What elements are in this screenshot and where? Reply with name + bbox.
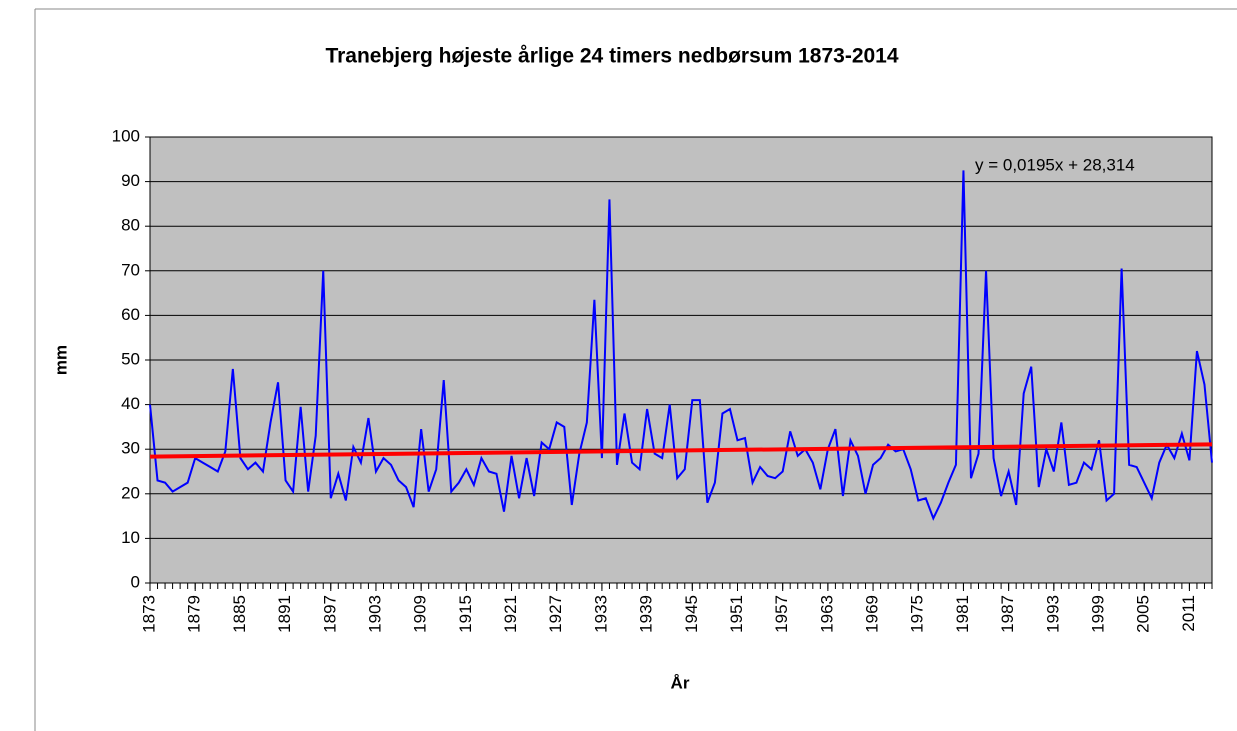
x-tick-label: 1921 (501, 595, 520, 633)
trendline (149, 442, 1213, 459)
x-tick-label: 1915 (456, 595, 475, 633)
x-tick-label: 1987 (998, 595, 1017, 633)
y-tick-label: 60 (121, 305, 140, 324)
x-tick-label: 1939 (637, 595, 656, 633)
x-tick-label: 1945 (682, 595, 701, 633)
x-tick-label: 1909 (411, 595, 430, 633)
x-tick-label: 1969 (863, 595, 882, 633)
x-tick-label: 1999 (1089, 595, 1108, 633)
y-tick-label: 0 (131, 572, 140, 591)
trendline-label: y = 0,0195x + 28,314 (975, 155, 1135, 174)
x-tick-label: 1963 (817, 595, 836, 633)
x-tick-label: 1993 (1043, 595, 1062, 633)
y-tick-label: 90 (121, 171, 140, 190)
x-tick-label: 1873 (139, 595, 158, 633)
y-tick-label: 40 (121, 394, 140, 413)
y-tick-label: 80 (121, 216, 140, 235)
x-tick-label: 1981 (953, 595, 972, 633)
data-line (149, 170, 1213, 521)
x-tick-label: 1933 (591, 595, 610, 633)
x-axis-label: År (671, 673, 690, 692)
x-tick-label: 2011 (1179, 595, 1198, 632)
y-tick-label: 50 (121, 349, 140, 368)
y-tick-label: 10 (121, 528, 140, 547)
plot-border (149, 136, 1213, 584)
y-tick-label: 20 (121, 483, 140, 502)
x-tick-label: 1891 (275, 595, 294, 633)
x-tick-label: 1951 (727, 595, 746, 633)
y-tick-label: 100 (112, 126, 140, 145)
y-tick-label: 70 (121, 260, 140, 279)
x-tick-label: 1897 (320, 595, 339, 633)
x-tick-label: 2005 (1134, 595, 1153, 633)
x-tick-label: 1903 (365, 595, 384, 633)
y-axis-label: mm (51, 345, 70, 375)
y-tick-label: 30 (121, 439, 140, 458)
x-tick-label: 1927 (546, 595, 565, 633)
x-tick-label: 1975 (908, 595, 927, 633)
x-tick-label: 1885 (230, 595, 249, 633)
x-tick-label: 1879 (185, 595, 204, 633)
x-tick-label: 1957 (772, 595, 791, 633)
chart-title: Tranebjerg højeste årlige 24 timers nedb… (325, 45, 898, 68)
